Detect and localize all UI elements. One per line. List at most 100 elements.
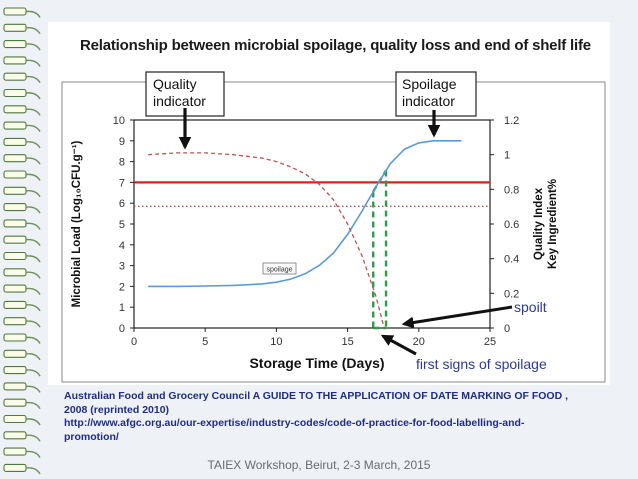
x-tick-label: 10	[270, 336, 282, 348]
binding-ring	[3, 414, 27, 424]
x-tick-label: 25	[484, 336, 496, 348]
binding-wire	[25, 157, 41, 165]
binding-wire	[25, 26, 41, 35]
y-left-tick-label: 7	[119, 177, 125, 189]
first-signs-label: first signs of spoilage	[416, 356, 547, 372]
y-left-tick-label: 0	[119, 323, 125, 335]
binding-wire	[25, 43, 41, 51]
x-axis-label: Storage Time (Days)	[249, 355, 384, 371]
binding-wire	[25, 418, 41, 426]
binding-wire	[25, 304, 41, 312]
y-left-tick-label: 1	[119, 302, 125, 314]
y-left-tick-label: 10	[113, 115, 125, 127]
binding-ring	[3, 40, 27, 49]
binding-ring	[3, 300, 27, 309]
chart-title: Relationship between microbial spoilage,…	[80, 37, 591, 54]
binding-wire	[25, 238, 41, 247]
x-tick-label: 20	[413, 336, 425, 348]
y-left-tick-label: 5	[119, 219, 125, 231]
binding-ring	[3, 317, 27, 326]
binding-ring	[3, 333, 27, 342]
curve-label: spoilage	[266, 267, 292, 274]
binding-wire	[25, 255, 41, 263]
binding-ring	[3, 219, 27, 228]
binding-wire	[25, 141, 41, 149]
binding-wire	[25, 59, 41, 67]
binding-wire	[25, 287, 41, 295]
binding-ring	[3, 268, 27, 277]
binding-ring	[3, 186, 27, 195]
binding-wire	[25, 222, 41, 230]
binding-wire	[25, 124, 41, 132]
binding-wire	[25, 320, 41, 328]
binding-ring	[3, 23, 27, 32]
binding-ring	[3, 366, 27, 375]
binding-ring	[3, 382, 27, 391]
quality-indicator-label: Quality indicator	[153, 76, 206, 109]
y-left-tick-label: 4	[119, 240, 125, 252]
binding-ring	[3, 105, 27, 114]
y-left-tick-label: 8	[119, 157, 125, 169]
binding-ring	[3, 56, 27, 65]
binding-wire	[25, 336, 41, 344]
binding-wire	[25, 206, 41, 214]
binding-ring	[3, 154, 27, 163]
binding-ring	[3, 447, 27, 456]
binding-ring	[3, 349, 27, 358]
first-signs-arrow	[380, 334, 417, 356]
binding-wire	[25, 352, 41, 361]
citation-line-4[interactable]: promotion/	[64, 430, 119, 443]
annotation-line: Spoilage	[402, 76, 457, 92]
binding-wire	[25, 467, 41, 475]
binding-ring	[3, 431, 27, 440]
binding-ring	[3, 398, 27, 407]
quality-index-line	[148, 152, 384, 325]
annotation-line: Quality	[153, 76, 197, 92]
y-right-tick-label: 0.8	[504, 184, 519, 196]
spiral-binding	[3, 7, 41, 475]
y-right-tick-label: 0.4	[504, 254, 519, 266]
y-left-tick-label: 2	[119, 281, 125, 293]
y-left-tick-label: 6	[119, 198, 125, 210]
y-right-tick-label: 0.2	[504, 288, 519, 300]
chart: 0 5 10 15 20 25 0 1 2 3 4 5 6 7 8 9 10 0 0.2 0.4 0.6 0.8 1 1.…	[61, 71, 606, 383]
y-right-tick-label: 1.2	[504, 115, 519, 127]
binding-ring	[3, 121, 27, 130]
binding-ring	[3, 72, 27, 81]
binding-wire	[25, 434, 41, 442]
binding-ring	[3, 170, 27, 179]
binding-wire	[25, 189, 41, 198]
binding-wire	[25, 450, 41, 458]
y-axis-label-right-2: Key Ingredient%	[547, 179, 559, 269]
plot-frame	[61, 81, 606, 383]
y-left-tick-label: 3	[119, 261, 125, 273]
citation-line-1: Australian Food and Grocery Council A GU…	[64, 390, 569, 402]
curve-label-box	[262, 262, 297, 275]
citation-line-2: 2008 (reprinted 2010)	[64, 403, 170, 416]
spoilt-arrow	[401, 305, 513, 329]
spoilt-label: spoilt	[514, 299, 547, 315]
x-tick-label: 0	[131, 336, 137, 348]
binding-ring	[3, 88, 27, 98]
citation-line-3[interactable]: http://www.afgc.org.au/our-expertise/ind…	[64, 417, 525, 429]
spoilage-indicator-label: Spoilage indicator	[402, 76, 457, 109]
spoilage-indicator-box	[395, 71, 477, 117]
x-tick-label: 15	[341, 336, 353, 348]
annotation-line: indicator	[402, 93, 455, 109]
y-right-tick-label: 0	[504, 323, 510, 335]
binding-ring	[3, 137, 27, 146]
binding-wire	[25, 10, 41, 18]
binding-wire	[25, 401, 41, 410]
binding-wire	[25, 271, 41, 279]
binding-wire	[25, 385, 41, 393]
binding-ring	[3, 284, 27, 293]
x-tick-label: 5	[202, 336, 208, 348]
binding-wire	[25, 173, 41, 181]
annotation-line: indicator	[153, 93, 206, 109]
binding-ring	[3, 7, 27, 16]
y-axis-label-left: Microbial Load (Log₁₀CFU.g⁻¹)	[71, 140, 83, 307]
y-right-tick-label: 0.6	[504, 219, 519, 231]
y-left-tick-label: 9	[119, 136, 125, 148]
binding-ring	[3, 251, 27, 261]
binding-ring	[3, 235, 27, 244]
